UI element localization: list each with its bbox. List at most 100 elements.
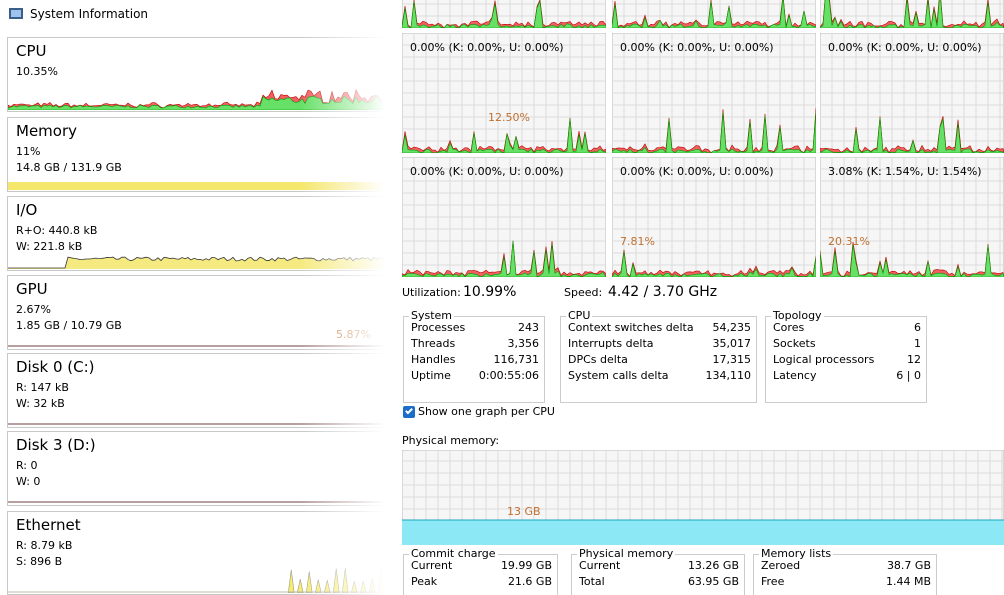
- row-label: System calls delta: [568, 369, 669, 382]
- row-value: 54,235: [712, 321, 752, 334]
- graph: [8, 182, 396, 190]
- cpu-graph-peak: 20.31%: [828, 235, 870, 248]
- physical-memory-graph-label: 13 GB: [507, 505, 541, 518]
- row-value: 0:00:55:06: [478, 369, 539, 382]
- sidebar-item-value: 1.85 GB / 10.79 GB: [16, 319, 122, 332]
- row-value: 116,731: [493, 353, 540, 366]
- graph: [402, 157, 606, 277]
- speed-label: Speed:: [564, 286, 603, 299]
- graph: [612, 157, 816, 277]
- row-label: Current: [579, 559, 621, 572]
- row-label: Interrupts delta: [568, 337, 654, 350]
- graph-user-area: [402, 0, 606, 28]
- graph-user-area: [820, 244, 1004, 277]
- graph-area: [8, 257, 396, 269]
- graph: [402, 0, 606, 28]
- group-title: Commit charge: [409, 547, 498, 561]
- physical-memory-label: Physical memory:: [402, 434, 500, 447]
- sidebar-item-value: W: 0: [16, 475, 41, 488]
- row-label: Free: [761, 575, 785, 588]
- graph: [402, 33, 606, 153]
- graph-spike: [287, 569, 295, 593]
- sidebar-item-name: CPU: [16, 42, 47, 60]
- cpu-graph-caption: 0.00% (K: 0.00%, U: 0.00%): [410, 41, 564, 54]
- sidebar-item-value: W: 221.8 kB: [16, 240, 83, 253]
- row-value: 63.95 GB: [687, 575, 739, 588]
- group-box: [560, 316, 757, 403]
- row-label: Cores: [773, 321, 805, 334]
- graph-user-area: [820, 0, 1004, 28]
- graph-user-area: [612, 251, 816, 277]
- row-value: 13.26 GB: [687, 559, 739, 572]
- cpu-graph-caption: 0.00% (K: 0.00%, U: 0.00%): [620, 165, 774, 178]
- row-value: 3,356: [507, 337, 540, 350]
- row-label: Peak: [411, 575, 438, 588]
- row-label: Handles: [411, 353, 456, 366]
- sidebar-item-value: 11%: [16, 145, 41, 158]
- sidebar-item-name: Disk 0 (C:): [16, 358, 95, 376]
- row-label: DPCs delta: [568, 353, 628, 366]
- utilization-value: 10.99%: [463, 284, 517, 300]
- row-value: 6 | 0: [896, 369, 921, 382]
- row-value: 1.44 MB: [885, 575, 931, 588]
- group-title: Topology: [771, 309, 824, 323]
- checkbox-label[interactable]: Show one graph per CPU: [418, 405, 555, 418]
- group-title: System: [409, 309, 455, 323]
- row-label: Zeroed: [761, 559, 801, 572]
- sidebar-item-name: I/O: [16, 201, 38, 219]
- row-label: Logical processors: [773, 353, 875, 366]
- row-value: 243: [518, 321, 539, 334]
- checkmark: [405, 406, 413, 415]
- cpu-graph-caption: 0.00% (K: 0.00%, U: 0.00%): [410, 165, 564, 178]
- sidebar-item-value: 10.35%: [16, 65, 58, 78]
- graph-user-area: [612, 112, 816, 153]
- graph-user-area: [402, 118, 606, 153]
- group-box: [403, 316, 545, 403]
- row-value: 19.99 GB: [500, 559, 552, 572]
- sidebar-item-name: Ethernet: [16, 516, 81, 534]
- sidebar-item-name: Disk 3 (D:): [16, 436, 96, 454]
- row-label: Sockets: [773, 337, 816, 350]
- graph: [820, 0, 1004, 28]
- graph: [820, 157, 1004, 277]
- group-title: CPU: [566, 309, 593, 323]
- graph-user-area: [820, 117, 1004, 153]
- row-label: Latency: [773, 369, 817, 382]
- sidebar-item-value: 2.67%: [16, 303, 51, 316]
- checkbox[interactable]: [403, 406, 415, 418]
- row-value: 12: [907, 353, 921, 366]
- utilization-label: Utilization:: [402, 286, 461, 299]
- sidebar-item-name: Memory: [16, 122, 78, 140]
- graph-user-area: [402, 240, 606, 277]
- sidebar-item-value: R: 0: [16, 459, 38, 472]
- row-label: Context switches delta: [568, 321, 694, 334]
- row-label: Uptime: [411, 369, 451, 382]
- sidebar-item-value: R: 8.79 kB: [16, 539, 73, 552]
- graph: [820, 33, 1004, 153]
- row-value: 134,110: [705, 369, 752, 382]
- row-label: Total: [579, 575, 605, 588]
- row-value: 21.6 GB: [507, 575, 552, 588]
- cpu-graph-caption: 3.08% (K: 1.54%, U: 1.54%): [828, 165, 982, 178]
- row-value: 38.7 GB: [886, 559, 931, 572]
- cpu-graph-peak: 7.81%: [620, 235, 655, 248]
- graph-area: [402, 520, 1004, 545]
- sidebar-item-value: R: 147 kB: [16, 381, 69, 394]
- graph-area: [8, 182, 396, 190]
- row-label: Current: [411, 559, 453, 572]
- window-title: System Information: [30, 7, 149, 21]
- row-label: Processes: [411, 321, 466, 334]
- cpu-graph-peak: 12.50%: [488, 111, 530, 124]
- sidebar-item-value: S: 896 B: [16, 555, 63, 568]
- row-value: 17,315: [712, 353, 752, 366]
- row-value: 1: [914, 337, 921, 350]
- cpu-graph-caption: 0.00% (K: 0.00%, U: 0.00%): [620, 41, 774, 54]
- sidebar-item-value: 14.8 GB / 131.9 GB: [16, 161, 122, 174]
- group-title: Memory lists: [759, 547, 834, 561]
- speed-value: 4.42 / 3.70 GHz: [608, 284, 718, 300]
- row-value: 35,017: [712, 337, 752, 350]
- row-value: 6: [914, 321, 921, 334]
- group-box: [753, 554, 937, 595]
- graph-user-area: [612, 0, 816, 28]
